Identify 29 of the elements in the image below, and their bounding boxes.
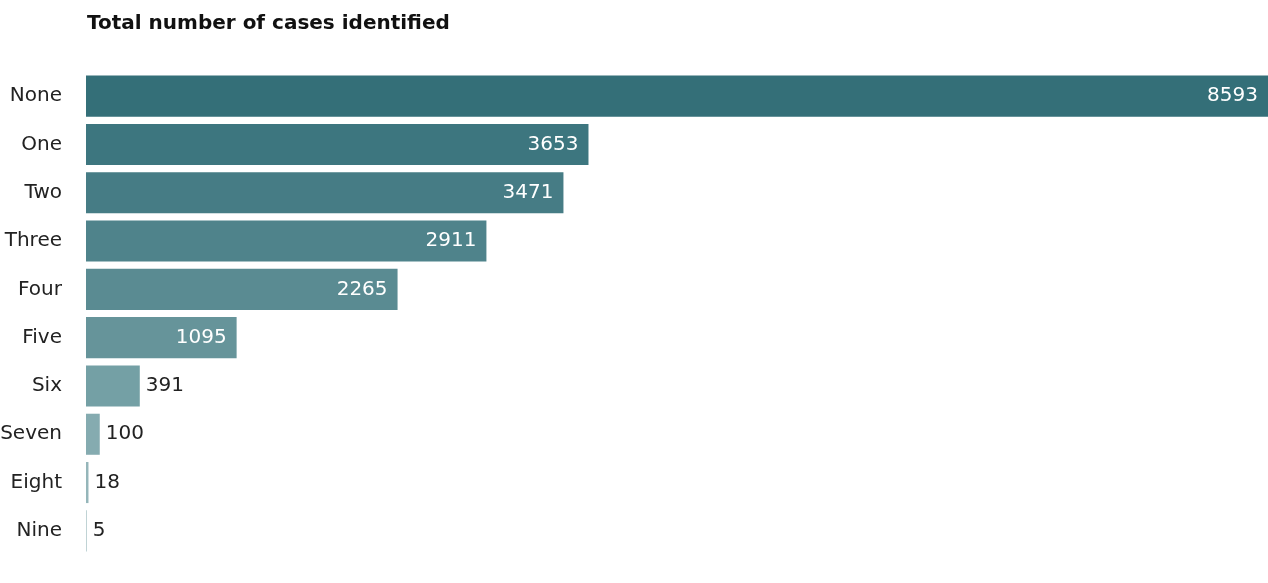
data-label: 5 bbox=[92, 517, 106, 542]
bar bbox=[86, 220, 487, 262]
data-label: 3653 bbox=[527, 130, 579, 155]
bar bbox=[86, 172, 564, 214]
y-tick-label: Eight bbox=[10, 468, 63, 493]
data-label: 2911 bbox=[425, 227, 477, 252]
bar bbox=[86, 75, 1268, 117]
y-tick-label: Three bbox=[3, 227, 62, 252]
y-tick-label: Two bbox=[23, 178, 62, 203]
bar bbox=[86, 317, 237, 359]
data-label: 391 bbox=[145, 372, 184, 397]
bar bbox=[86, 365, 140, 407]
data-label: 18 bbox=[94, 468, 120, 493]
y-tick-label: Five bbox=[22, 323, 62, 348]
data-label: 100 bbox=[105, 420, 144, 445]
y-tick-label: Nine bbox=[16, 517, 62, 542]
data-label: 3471 bbox=[502, 178, 554, 203]
y-tick-label: Six bbox=[31, 372, 63, 397]
y-tick-label: One bbox=[21, 130, 62, 155]
bar bbox=[86, 268, 398, 310]
bar bbox=[86, 123, 589, 165]
data-label: 8593 bbox=[1207, 82, 1258, 107]
data-label: 1095 bbox=[175, 323, 227, 348]
chart-title: Total number of cases identified bbox=[87, 10, 450, 34]
y-tick-label: Seven bbox=[0, 420, 62, 445]
y-tick-label: Four bbox=[18, 275, 63, 300]
y-tick-label: None bbox=[9, 82, 62, 107]
data-label: 2265 bbox=[336, 275, 388, 300]
bar bbox=[86, 413, 100, 455]
